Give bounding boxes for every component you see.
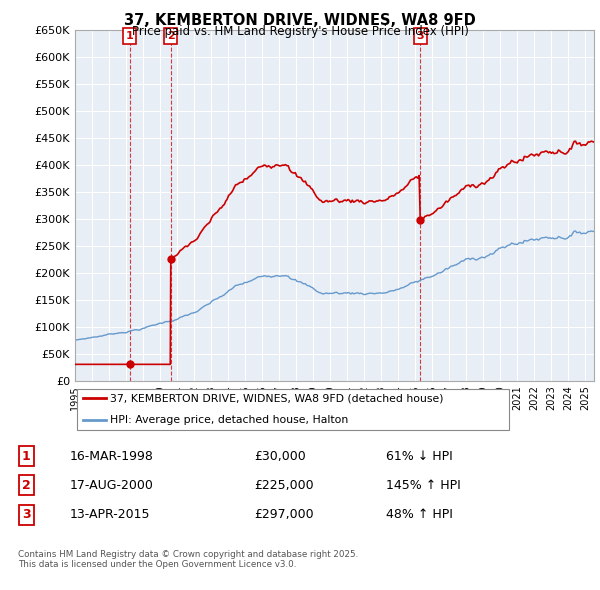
Text: £30,000: £30,000 [254,450,305,463]
Text: 1: 1 [126,31,133,41]
Text: 2: 2 [167,31,175,41]
Text: 37, KEMBERTON DRIVE, WIDNES, WA8 9FD (detached house): 37, KEMBERTON DRIVE, WIDNES, WA8 9FD (de… [110,394,443,403]
Text: 13-APR-2015: 13-APR-2015 [70,508,150,521]
Text: £225,000: £225,000 [254,478,314,492]
Text: £297,000: £297,000 [254,508,314,521]
Text: 3: 3 [22,508,31,521]
Text: 3: 3 [416,31,424,41]
Text: 37, KEMBERTON DRIVE, WIDNES, WA8 9FD: 37, KEMBERTON DRIVE, WIDNES, WA8 9FD [124,13,476,28]
Text: 2: 2 [22,478,31,492]
Text: Price paid vs. HM Land Registry's House Price Index (HPI): Price paid vs. HM Land Registry's House … [131,25,469,38]
Text: 17-AUG-2000: 17-AUG-2000 [70,478,154,492]
Text: 145% ↑ HPI: 145% ↑ HPI [386,478,461,492]
Text: 16-MAR-1998: 16-MAR-1998 [70,450,154,463]
Text: HPI: Average price, detached house, Halton: HPI: Average price, detached house, Halt… [110,415,348,425]
Text: 48% ↑ HPI: 48% ↑ HPI [386,508,453,521]
Text: Contains HM Land Registry data © Crown copyright and database right 2025.
This d: Contains HM Land Registry data © Crown c… [18,550,358,569]
FancyBboxPatch shape [77,389,509,430]
Text: 1: 1 [22,450,31,463]
Text: 61% ↓ HPI: 61% ↓ HPI [386,450,453,463]
